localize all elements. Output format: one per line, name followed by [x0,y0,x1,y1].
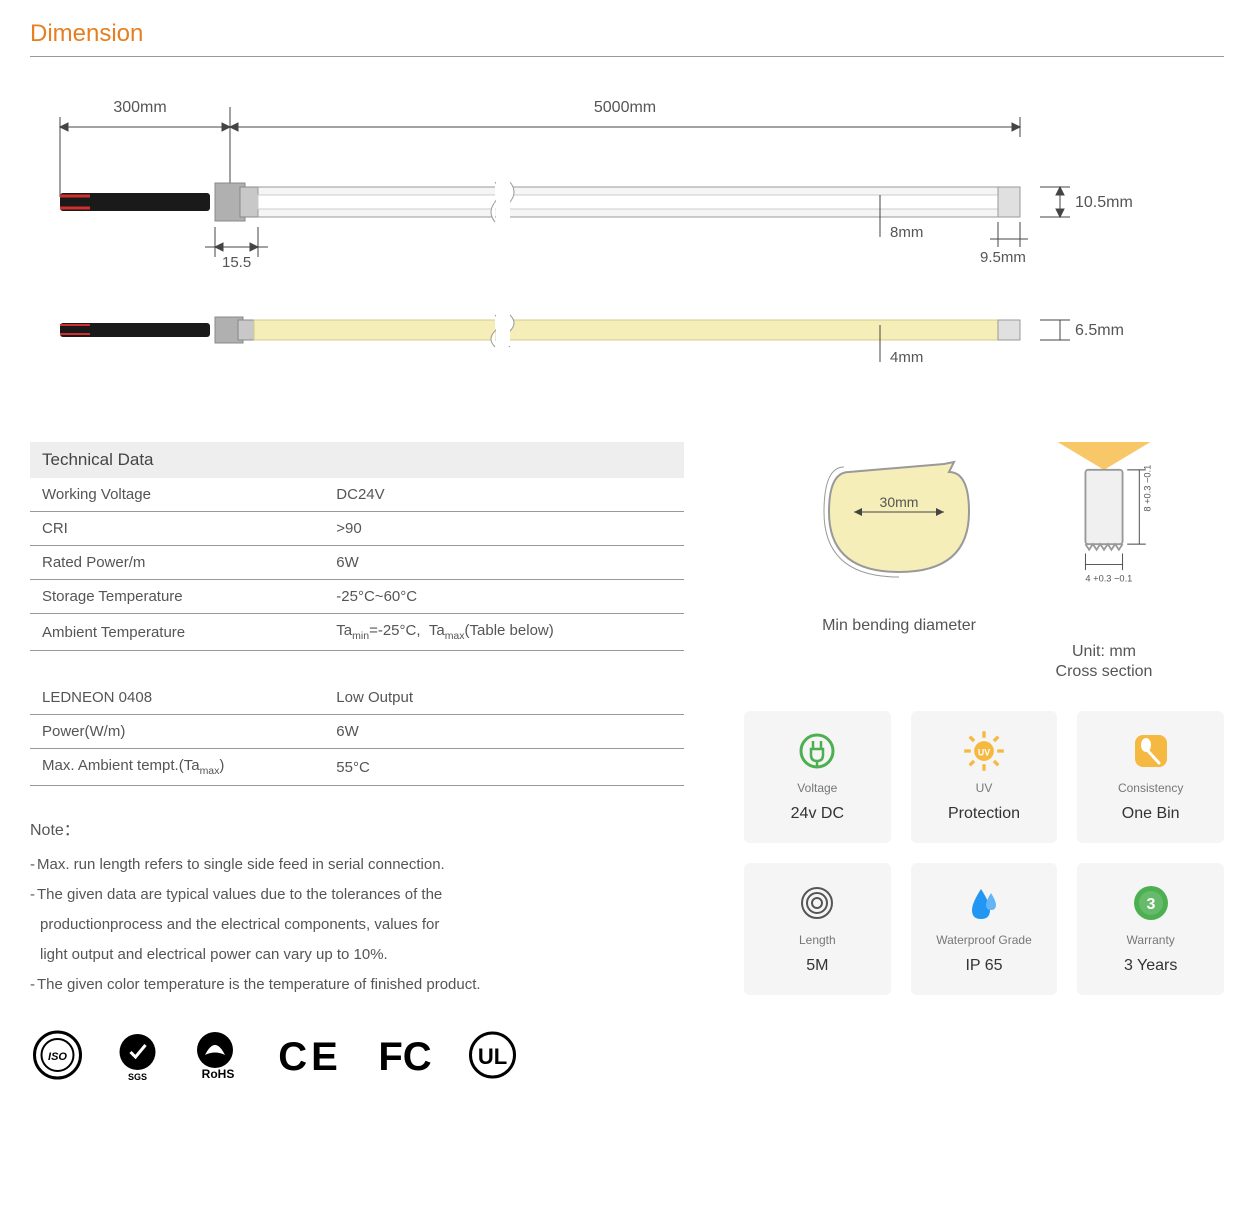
svg-text:SGS: SGS [128,1072,147,1080]
svg-text:RoHS: RoHS [202,1067,235,1080]
spoon-icon [1131,731,1171,771]
feature-value: 5M [806,957,828,975]
feature-value: IP 65 [965,957,1002,975]
svg-text:ISO: ISO [48,1051,67,1063]
svg-text:3: 3 [1146,896,1155,913]
dim-8: 8mm [890,224,923,241]
table-row: Working VoltageDC24V [30,478,684,512]
feature-value: Protection [948,805,1020,823]
cross-section-diagram: 8 +0.3 −0.1 4 +0.3 −0.1 Unit: mm Cross s… [1039,442,1169,681]
iso-icon: ISO [30,1030,85,1080]
cross-section-caption: Cross section [1039,663,1169,681]
feature-voltage: Voltage 24v DC [744,711,891,843]
dim-4: 4mm [890,349,923,366]
feature-label: Voltage [797,781,837,795]
table-row: CRI>90 [30,512,684,546]
sgs-icon: SGS [110,1030,165,1080]
note-item: The given color temperature is the tempe… [30,970,684,1000]
bend-label: Min bending diameter [799,617,999,635]
table-row: Rated Power/m6W [30,546,684,580]
feature-uv: UV UV Protection [911,711,1058,843]
dim-6-5: 6.5mm [1075,322,1124,339]
table-row: Storage Temperature-25°C~60°C [30,580,684,614]
feature-grid: Voltage 24v DC UV UV Protection Consiste… [744,711,1224,995]
feature-label: UV [976,781,993,795]
badge-icon: 3 [1131,883,1171,923]
feature-label: Warranty [1127,933,1175,947]
note-item: The given data are typical values due to… [30,880,684,970]
feature-warranty: 3 Warranty 3 Years [1077,863,1224,995]
feature-value: One Bin [1122,805,1180,823]
tech-table-header: Technical Data [30,442,684,478]
section-title: Dimension [30,20,1224,48]
dimension-diagram: 300mm 5000mm 10.5mm 8mm [30,87,1224,377]
feature-label: Length [799,933,836,947]
note-list: Max. run length refers to single side fe… [30,850,684,1000]
section-divider [30,56,1224,57]
feature-waterproof: Waterproof Grade IP 65 [911,863,1058,995]
note-item: Max. run length refers to single side fe… [30,850,684,880]
left-column: Technical Data Working VoltageDC24V CRI>… [30,442,684,1080]
feature-label: Waterproof Grade [936,933,1032,947]
table-row: LEDNEON 0408Low Output [30,681,684,715]
plug-icon [797,731,837,771]
svg-text:4 +0.3 −0.1: 4 +0.3 −0.1 [1085,573,1132,583]
svg-text:8 +0.3 −0.1: 8 +0.3 −0.1 [1142,465,1152,512]
dim-5000: 5000mm [594,99,656,116]
svg-text:UL: UL [478,1044,507,1069]
svg-text:30mm: 30mm [880,494,919,510]
dim-10-5: 10.5mm [1075,194,1133,211]
note-title: Note： [30,816,684,840]
svg-text:CE: CE [278,1035,342,1079]
dim-300: 300mm [113,99,166,116]
right-column: 30mm Min bending diameter 8 +0.3 −0.1 [744,442,1224,1080]
tech-data-table: Working VoltageDC24V CRI>90 Rated Power/… [30,478,684,651]
rohs-icon: RoHS [190,1030,250,1080]
sun-icon: UV [962,731,1006,771]
feature-consistency: Consistency One Bin [1077,711,1224,843]
dim-15-5: 15.5 [222,254,251,271]
svg-text:UV: UV [978,747,990,757]
ul-icon: UL [465,1030,520,1080]
drop-icon [964,883,1004,923]
table-row: Power(W/m)6W [30,715,684,749]
cross-section-unit: Unit: mm [1039,643,1169,661]
feature-value: 3 Years [1124,957,1177,975]
dim-9-5: 9.5mm [980,249,1026,266]
bend-diameter-diagram: 30mm Min bending diameter [799,442,999,635]
ce-icon: CE [275,1030,345,1080]
feature-value: 24v DC [791,805,844,823]
fc-icon: FC [370,1030,440,1080]
output-table: LEDNEON 0408Low Output Power(W/m)6W Max.… [30,681,684,786]
coil-icon [797,883,837,923]
feature-length: Length 5M [744,863,891,995]
table-row: Ambient TemperatureTamin=-25°C, Tamax(Ta… [30,614,684,651]
feature-label: Consistency [1118,781,1183,795]
cert-row: ISO SGS RoHS CE FC UL [30,1030,684,1080]
table-row: Max. Ambient tempt.(Tamax)55°C [30,749,684,786]
svg-text:FC: FC [378,1035,431,1079]
